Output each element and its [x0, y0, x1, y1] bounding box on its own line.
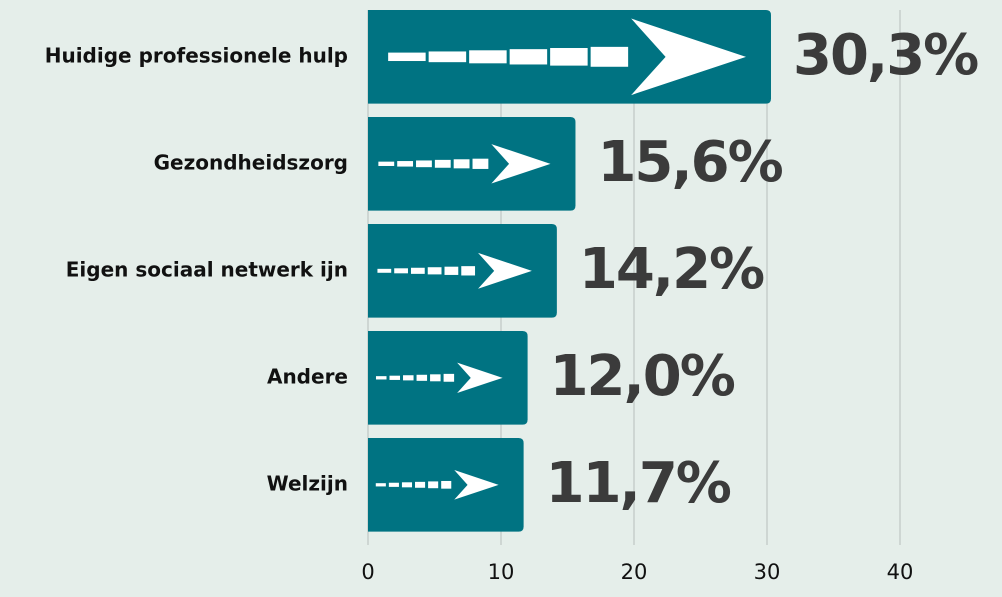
arrow-dash — [509, 49, 548, 65]
x-tick-label: 10 — [488, 560, 515, 584]
arrow-dash — [444, 266, 459, 275]
arrow-dash — [394, 268, 408, 274]
category-label: Eigen sociaal netwerk ijn — [66, 257, 348, 281]
arrow-head — [478, 252, 532, 289]
arrow-dash — [590, 46, 629, 67]
arrow-dash — [389, 375, 401, 380]
bar-arrow — [375, 362, 503, 393]
arrow-dash — [397, 161, 414, 167]
bar-arrow — [377, 252, 532, 289]
arrow-dash — [472, 158, 489, 169]
arrow-dash — [453, 159, 470, 169]
arrow-dash — [427, 267, 442, 275]
arrow-dash — [377, 268, 392, 273]
arrow-head — [457, 362, 503, 393]
bar-arrow — [378, 144, 551, 184]
arrow-dash — [430, 374, 441, 382]
category-label: Huidige professionele hulp — [45, 43, 348, 67]
arrow-dash — [443, 373, 455, 382]
value-label: 11,7% — [546, 451, 731, 516]
arrow-dash — [403, 375, 414, 381]
x-tick-label: 20 — [621, 560, 648, 584]
arrow-dash — [434, 159, 451, 168]
arrow-dash — [401, 482, 413, 488]
x-tick-label: 0 — [361, 560, 374, 584]
value-label: 15,6% — [597, 130, 782, 195]
category-label: Gezondheidszorg — [154, 150, 348, 174]
category-label: Welzijn — [267, 471, 348, 495]
arrow-dash — [415, 481, 426, 488]
arrow-dash — [550, 48, 588, 66]
value-label: 12,0% — [550, 344, 735, 409]
arrow-dash — [388, 52, 426, 62]
x-tick-label: 30 — [754, 560, 781, 584]
arrow-head — [631, 18, 746, 96]
value-label: 30,3% — [793, 23, 978, 88]
arrow-dash — [375, 376, 387, 380]
arrow-dash — [416, 374, 428, 381]
arrow-dash — [388, 482, 399, 487]
arrow-dash — [441, 480, 452, 489]
arrow-dash — [461, 266, 476, 276]
arrow-dash — [428, 51, 467, 63]
bar-arrow — [388, 18, 746, 96]
arrow-dash — [428, 481, 439, 489]
arrow-dash — [416, 160, 432, 168]
x-tick-label: 40 — [887, 560, 914, 584]
bar-arrow — [375, 470, 499, 500]
arrow-dash — [469, 50, 507, 64]
category-label: Andere — [267, 364, 348, 388]
arrow-head — [491, 144, 551, 184]
arrow-dash — [375, 483, 386, 487]
value-label: 14,2% — [579, 237, 764, 302]
arrow-head — [454, 470, 499, 500]
bar — [368, 117, 576, 211]
arrow-dash — [410, 267, 425, 274]
arrow-dash — [378, 161, 395, 166]
